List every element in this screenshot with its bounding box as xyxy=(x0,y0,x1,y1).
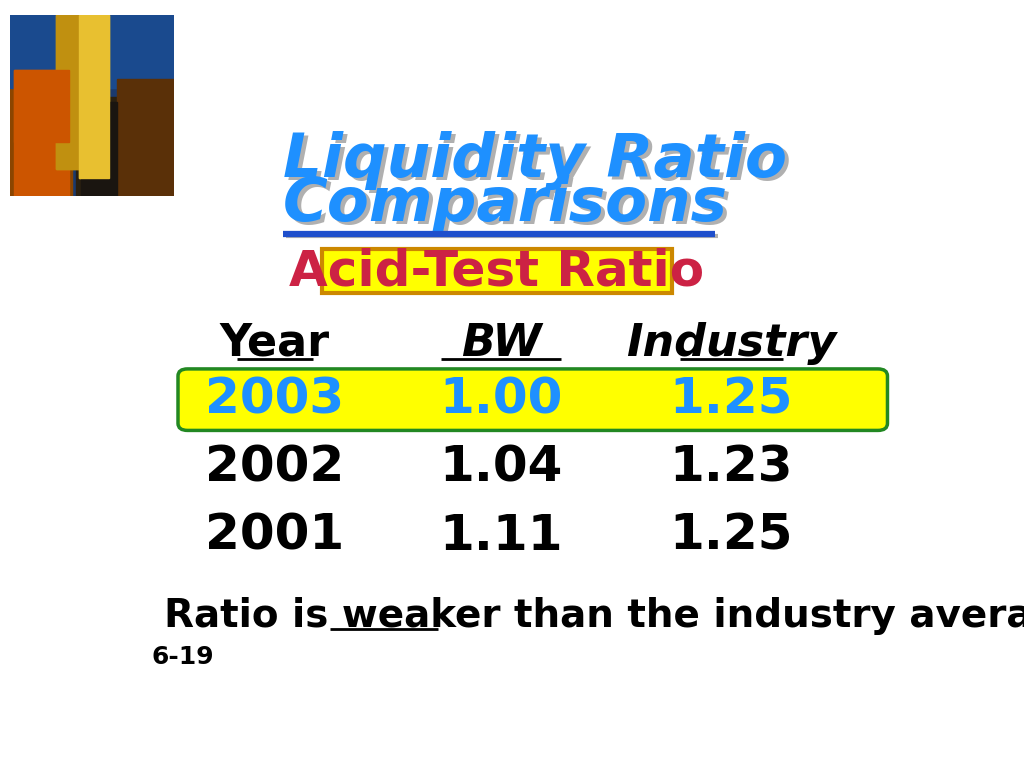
Text: BW: BW xyxy=(461,322,542,365)
Bar xyxy=(117,78,174,196)
Text: 1.11: 1.11 xyxy=(439,511,563,560)
Text: 1.00: 1.00 xyxy=(439,376,562,424)
Text: Comparisons: Comparisons xyxy=(283,175,728,234)
Text: Ratio is weaker than the industry average.: Ratio is weaker than the industry averag… xyxy=(164,597,1024,634)
Text: Comparisons: Comparisons xyxy=(287,178,732,237)
FancyBboxPatch shape xyxy=(178,369,888,430)
Text: 1.25: 1.25 xyxy=(670,511,793,560)
Text: Year: Year xyxy=(220,322,330,365)
Bar xyxy=(13,70,70,142)
Text: 6-19: 6-19 xyxy=(152,645,214,669)
Bar xyxy=(79,15,109,178)
Bar xyxy=(76,97,122,196)
Text: Liquidity Ratio: Liquidity Ratio xyxy=(283,131,786,190)
Bar xyxy=(56,15,89,169)
Text: 1.25: 1.25 xyxy=(670,376,793,424)
Bar xyxy=(13,70,70,196)
Text: Industry: Industry xyxy=(626,322,837,365)
Text: 2001: 2001 xyxy=(205,511,344,560)
Text: 1.23: 1.23 xyxy=(670,444,793,492)
Bar xyxy=(81,102,117,196)
Text: 2002: 2002 xyxy=(205,444,344,492)
Bar xyxy=(56,15,89,169)
Text: Liquidity Ratio: Liquidity Ratio xyxy=(287,134,791,193)
Bar xyxy=(10,66,73,196)
Text: 1.04: 1.04 xyxy=(439,444,562,492)
FancyBboxPatch shape xyxy=(323,249,672,293)
Bar xyxy=(10,15,174,88)
Text: Acid-Test Ratio: Acid-Test Ratio xyxy=(290,247,705,295)
Bar xyxy=(79,15,109,178)
Text: 2003: 2003 xyxy=(205,376,344,424)
